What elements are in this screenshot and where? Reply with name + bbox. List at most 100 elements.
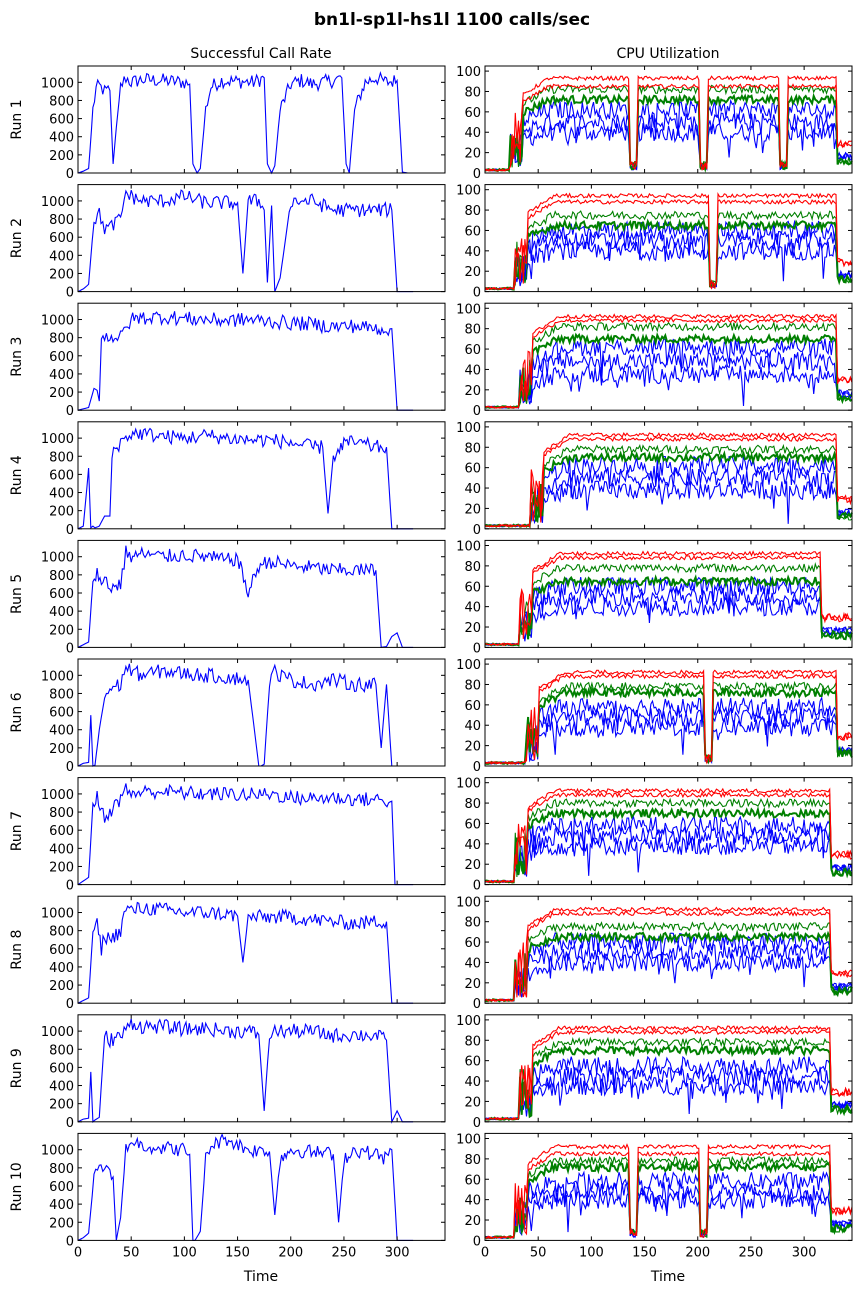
cpu-ytick-label: 60 <box>464 106 481 121</box>
call-rate-ytick-label: 0 <box>66 523 74 538</box>
cpu-line-green <box>484 320 853 409</box>
call-rate-ytick-label: 400 <box>49 1080 74 1095</box>
call-rate-ytick-label: 200 <box>49 505 74 520</box>
cpu-line-blue <box>484 1055 853 1121</box>
cpu-frame <box>484 65 853 174</box>
call-rate-ytick-label: 0 <box>66 879 74 894</box>
cpu-panel: 0 20 40 60 80 100 <box>456 895 853 1012</box>
cpu-ytick-label: 60 <box>464 699 481 714</box>
call-rate-frame <box>77 539 446 648</box>
cpu-line-red <box>484 74 853 172</box>
call-rate-frame <box>77 777 446 886</box>
call-rate-panel: 0 200 400 600 800 1000 <box>41 302 446 419</box>
cpu-ytick-label: 40 <box>464 482 481 497</box>
cpu-ytick-label: 80 <box>464 323 481 338</box>
cpu-line-blue <box>484 1189 853 1240</box>
call-rate-line <box>77 427 414 530</box>
cpu-line-green <box>485 218 853 291</box>
cpu-ytick-label: 60 <box>464 936 481 951</box>
cpu-line-green <box>484 680 853 765</box>
cpu-line-red <box>484 910 853 1002</box>
cpu-ytick-label: 20 <box>464 1214 481 1229</box>
cpu-line-red <box>485 791 853 884</box>
cpu-line-blue <box>484 941 853 1002</box>
cpu-line-red <box>484 313 853 409</box>
cpu-ytick-label: 0 <box>473 997 481 1012</box>
xlabel-left: Time <box>243 1269 278 1285</box>
row-label: Run 1 <box>9 99 25 139</box>
cpu-line-blue <box>484 98 853 172</box>
cpu-line-green <box>484 574 853 647</box>
call-rate-ytick-label: 800 <box>49 1043 74 1058</box>
cpu-ytick-label: 20 <box>464 858 481 873</box>
call-rate-panel: 0 200 400 600 800 1000 <box>41 184 446 301</box>
cpu-line-blue <box>484 1064 853 1121</box>
cpu-line-blue <box>484 337 853 409</box>
cpu-ytick-label: 100 <box>456 895 481 910</box>
call-rate-ytick-label: 800 <box>49 687 74 702</box>
cpu-line-green <box>484 684 853 766</box>
call-rate-xtick-label: 0 <box>74 1245 82 1260</box>
call-rate-ytick-label: 1000 <box>41 788 74 803</box>
cpu-ytick-label: 80 <box>464 1034 481 1049</box>
cpu-line-red <box>484 787 853 883</box>
cpu-ytick-label: 0 <box>473 1234 481 1249</box>
call-rate-ytick-label: 200 <box>49 386 74 401</box>
cpu-ytick-label: 40 <box>464 956 481 971</box>
cpu-line-blue <box>484 455 853 528</box>
cpu-ytick-label: 60 <box>464 1055 481 1070</box>
call-rate-panel: 0 200 400 600 800 1000 <box>41 895 446 1012</box>
call-rate-ytick-label: 600 <box>49 824 74 839</box>
call-rate-frame <box>77 1132 446 1241</box>
call-rate-ytick-label: 0 <box>66 286 74 301</box>
call-rate-ytick-label: 600 <box>49 468 74 483</box>
cpu-ytick-label: 40 <box>464 363 481 378</box>
cpu-line-blue <box>484 1170 853 1240</box>
cpu-ytick-label: 40 <box>464 719 481 734</box>
call-rate-frame <box>77 1014 446 1123</box>
call-rate-ytick-label: 400 <box>49 249 74 264</box>
cpu-line-green <box>484 1155 853 1239</box>
call-rate-ytick-label: 400 <box>49 605 74 620</box>
cpu-ytick-label: 100 <box>456 1132 481 1147</box>
cpu-ytick-label: 80 <box>464 1153 481 1168</box>
call-rate-panel: 0 200 400 600 800 1000 <box>41 421 446 538</box>
call-rate-panel: 0 200 400 600 800 1000 <box>41 658 446 775</box>
call-rate-ytick-label: 800 <box>49 94 74 109</box>
call-rate-ytick-label: 800 <box>49 1162 74 1177</box>
call-rate-xtick-label: 200 <box>278 1245 303 1260</box>
cpu-line-red <box>484 906 853 1002</box>
call-rate-ytick-label: 600 <box>49 706 74 721</box>
cpu-frame <box>484 539 853 648</box>
cpu-line-green <box>484 805 853 884</box>
cpu-line-green <box>484 921 853 1002</box>
cpu-xtick-label: 100 <box>579 1245 604 1260</box>
cpu-line-red <box>484 1143 853 1240</box>
call-rate-ytick-label: 600 <box>49 1180 74 1195</box>
call-rate-ytick-label: 800 <box>49 806 74 821</box>
cpu-ytick-label: 0 <box>473 404 481 419</box>
call-rate-ytick-label: 600 <box>49 231 74 246</box>
cpu-frame <box>484 1132 853 1241</box>
call-rate-panel: 0 200 400 600 800 1000 <box>41 539 446 656</box>
cpu-ytick-label: 80 <box>464 560 481 575</box>
cpu-line-blue <box>485 1181 853 1239</box>
call-rate-line <box>77 1132 414 1241</box>
call-rate-ytick-label: 200 <box>49 742 74 757</box>
cpu-line-red <box>484 192 853 291</box>
cpu-ytick-label: 100 <box>456 302 481 317</box>
row-label: Run 6 <box>9 692 25 732</box>
call-rate-ytick-label: 400 <box>49 1198 74 1213</box>
call-rate-ytick-label: 1000 <box>41 1025 74 1040</box>
cpu-line-blue <box>484 596 853 646</box>
call-rate-line <box>77 545 414 649</box>
cpu-line-blue <box>484 230 853 291</box>
call-rate-ytick-label: 0 <box>66 760 74 775</box>
call-rate-ytick-label: 0 <box>66 641 74 656</box>
row-label: Run 5 <box>9 574 25 614</box>
call-rate-ytick-label: 800 <box>49 450 74 465</box>
call-rate-frame <box>77 302 446 411</box>
call-rate-ytick-label: 1000 <box>41 195 74 210</box>
